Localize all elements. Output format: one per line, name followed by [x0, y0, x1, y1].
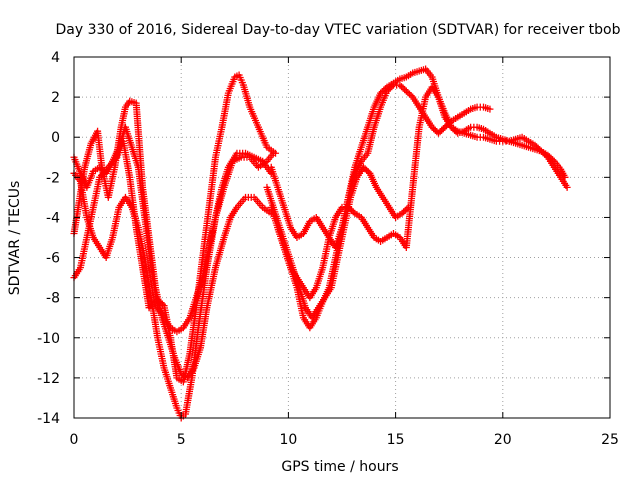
- x-tick-label: 0: [70, 432, 79, 448]
- data-point-fill: [99, 166, 107, 174]
- data-point: [377, 89, 385, 97]
- data-point-fill: [407, 92, 415, 100]
- data-point-fill: [547, 154, 555, 162]
- data-point: [396, 81, 404, 89]
- x-tick-label: 15: [387, 432, 405, 448]
- x-tick-labels: 0 5 10 15 20 25: [70, 432, 619, 448]
- data-point: [486, 105, 494, 113]
- x-tick-label: 5: [177, 432, 186, 448]
- data-point-fill: [381, 85, 389, 93]
- data-point: [561, 173, 569, 181]
- y-tick-label: -2: [46, 170, 60, 186]
- data-point-fill: [401, 86, 409, 94]
- series-track-8: [274, 83, 569, 302]
- data-point-fill: [449, 125, 457, 133]
- data-point-fill: [545, 153, 553, 161]
- y-tick-label: -6: [46, 251, 60, 267]
- data-point: [96, 163, 104, 171]
- data-point-fill: [431, 126, 439, 134]
- data-point-fill: [438, 126, 446, 134]
- data-point: [441, 123, 449, 131]
- data-point-fill: [363, 166, 371, 174]
- y-tick-label: -14: [37, 411, 60, 427]
- data-point-fill: [439, 125, 447, 133]
- data-point-fill: [549, 156, 557, 164]
- data-point-fill: [348, 206, 356, 214]
- data-point: [402, 87, 410, 95]
- data-points: [70, 65, 571, 422]
- data-point: [398, 209, 406, 217]
- data-point-fill: [380, 86, 388, 94]
- series-track-4: [70, 123, 275, 336]
- data-point: [344, 203, 352, 211]
- y-tick-label: -12: [37, 371, 60, 387]
- y-tick-labels: -14 -12 -10 -8 -6 -4 -2 0 2 4: [37, 50, 60, 427]
- data-point: [359, 163, 367, 171]
- data-point-fill: [399, 84, 407, 92]
- x-tick-label: 25: [601, 432, 619, 448]
- data-point-fill: [400, 208, 408, 216]
- data-point: [447, 123, 455, 131]
- data-point-fill: [97, 165, 105, 173]
- data-point-fill: [361, 165, 369, 173]
- y-tick-label: 4: [51, 50, 60, 66]
- data-point-fill: [452, 128, 460, 136]
- data-point: [269, 149, 277, 157]
- y-tick-label: 2: [51, 90, 60, 106]
- data-point: [563, 183, 571, 191]
- x-tick-label: 10: [279, 432, 297, 448]
- data-point-fill: [406, 90, 414, 98]
- data-point: [544, 151, 552, 159]
- data-point-fill: [430, 125, 438, 133]
- data-point-fill: [346, 205, 354, 213]
- series-track-3: [70, 149, 277, 422]
- data-point-fill: [401, 206, 409, 214]
- x-axis-label: GPS time / hours: [281, 459, 398, 475]
- data-point: [428, 123, 436, 131]
- data-point-fill: [436, 128, 444, 136]
- y-tick-label: -10: [37, 331, 60, 347]
- data-point-fill: [349, 208, 357, 216]
- data-point: [434, 129, 442, 137]
- chart-title: Day 330 of 2016, Sidereal Day-to-day VTE…: [55, 22, 620, 38]
- y-tick-label: 0: [51, 130, 60, 146]
- plot-frame: [73, 56, 611, 419]
- x-tick-label: 20: [494, 432, 512, 448]
- y-tick-label: -8: [46, 291, 60, 307]
- axis-ticks: [73, 56, 611, 419]
- data-point-fill: [364, 168, 372, 176]
- data-point-fill: [404, 89, 412, 97]
- y-tick-label: -4: [46, 210, 60, 226]
- y-axis-label: SDTVAR / TECUs: [7, 181, 23, 296]
- data-point-fill: [451, 126, 459, 134]
- data-point-fill: [397, 83, 405, 91]
- data-point-fill: [378, 88, 386, 96]
